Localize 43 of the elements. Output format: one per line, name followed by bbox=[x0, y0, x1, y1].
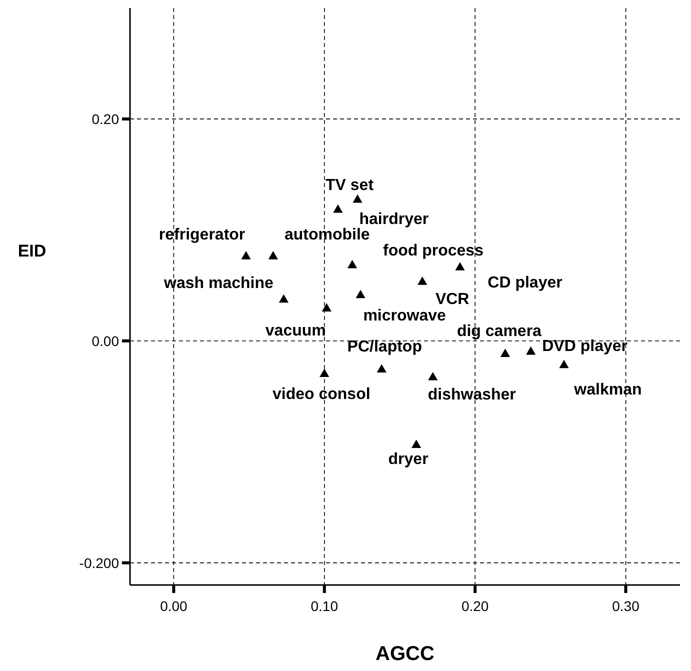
annotation: wash machine bbox=[163, 274, 274, 292]
annotation: dig camera bbox=[456, 323, 542, 340]
annotation: refrigerator bbox=[158, 226, 246, 244]
annotation: CD player bbox=[488, 274, 562, 292]
point bbox=[455, 262, 465, 270]
annotation: PC/laptop bbox=[347, 338, 422, 356]
x-axis-title: AGCC bbox=[376, 643, 434, 665]
annotation: TV set bbox=[326, 176, 374, 194]
point bbox=[352, 194, 362, 203]
annotation: hairdryer bbox=[359, 210, 429, 228]
x-tick-label: 0.20 bbox=[461, 598, 489, 614]
point bbox=[347, 260, 358, 268]
x-tick-label: 0.10 bbox=[310, 598, 338, 614]
annotation: video consol bbox=[272, 386, 370, 404]
point bbox=[356, 290, 366, 298]
point bbox=[559, 360, 569, 368]
x-tick-label: 0.30 bbox=[612, 598, 640, 614]
annotation: DVD player bbox=[542, 338, 628, 355]
point bbox=[322, 303, 332, 312]
y-tick-label: 0.00 bbox=[92, 332, 120, 349]
point bbox=[320, 368, 330, 377]
y-tick-label: 0.20 bbox=[92, 110, 120, 127]
annotation: walkman bbox=[573, 381, 642, 398]
annotation: microwave bbox=[363, 307, 446, 324]
y-axis-title: EID bbox=[18, 242, 46, 260]
point bbox=[268, 251, 278, 260]
annotation: vacuum bbox=[265, 322, 326, 340]
annotation: dishwasher bbox=[428, 386, 516, 404]
point bbox=[241, 251, 251, 260]
point bbox=[278, 294, 289, 303]
annotation: automobile bbox=[284, 226, 370, 244]
point bbox=[376, 364, 386, 373]
annotation: VCR bbox=[435, 291, 470, 308]
point bbox=[418, 276, 428, 285]
point bbox=[428, 372, 438, 380]
x-tick-label: 0.00 bbox=[160, 598, 188, 614]
y-tick-label: -0.200 bbox=[79, 554, 120, 571]
annotation: food process bbox=[383, 242, 484, 260]
point bbox=[411, 440, 422, 448]
point bbox=[333, 204, 343, 213]
point bbox=[526, 346, 536, 355]
point bbox=[500, 348, 510, 357]
annotation: dryer bbox=[388, 451, 428, 468]
